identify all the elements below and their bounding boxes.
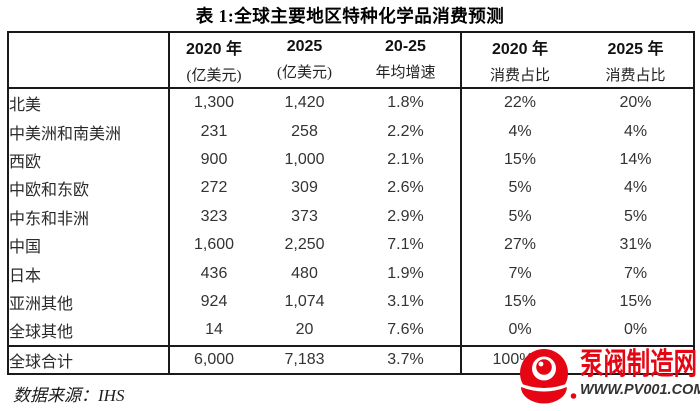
cell-2020: 6,000 <box>169 344 258 374</box>
table-row: 中东和非洲 323 373 2.9% 5% 5% <box>8 202 694 231</box>
cell-2020: 924 <box>200 292 228 310</box>
header-2020-usd: 2020 年 (亿美元) <box>169 32 258 89</box>
cell-cagr: 7.1% <box>351 230 462 260</box>
table-row: 北美 1,300 1,420 1.8% 22% 20% <box>8 88 694 118</box>
cell-2020: 1,600 <box>193 236 235 254</box>
cell-region: 中东和非洲 <box>8 202 170 231</box>
cell-region: 中美洲和南美洲 <box>8 117 170 146</box>
cell-2025: 20 <box>295 321 314 339</box>
cell-share-2020: 7% <box>508 264 532 282</box>
table-row: 中欧和东欧 272 309 2.6% 5% 4% <box>8 174 694 203</box>
cell-2025: 373 <box>291 207 318 225</box>
cell-2025: 7,183 <box>258 344 351 374</box>
cell-cagr: 3.7% <box>351 344 462 374</box>
cell-share-2020: 15% <box>503 150 537 168</box>
cell-2020: 1,300 <box>193 94 235 112</box>
cell-region: 北美 <box>8 88 170 118</box>
cell-share-2025: 7% <box>623 264 648 282</box>
cell-share-2020: 0% <box>508 321 532 339</box>
cell-share-2025: 20% <box>619 94 652 112</box>
cell-share-2025: 0% <box>623 321 648 339</box>
cell-cagr: 2.9% <box>351 202 462 231</box>
cell-region: 西欧 <box>8 145 170 175</box>
cell-share-2025: 4% <box>623 122 648 140</box>
header-cagr: 20-25 年均增速 <box>351 32 462 89</box>
cell-2025: 1,000 <box>284 150 325 168</box>
cell-2025: 258 <box>291 122 318 140</box>
cell-2020: 436 <box>200 264 228 282</box>
header-2025-share: 2025 年消费占比 <box>578 32 694 89</box>
table-row: 全球其他 14 20 7.6% 0% 0% <box>8 316 694 346</box>
cell-share-2025: 14% <box>619 150 652 168</box>
cell-2025: 1,420 <box>284 94 325 112</box>
header-row: 2020 年 (亿美元) 2025 (亿美元) 20-25 年均增速 2020 年消费… <box>8 32 694 89</box>
page-title: 表 1:全球主要地区特种化学品消费预测 <box>195 6 505 26</box>
cell-cagr: 2.2% <box>351 117 462 146</box>
cell-region: 中欧和东欧 <box>8 174 170 203</box>
cell-region: 全球合计 <box>8 344 170 374</box>
cell-2020: 231 <box>200 122 228 140</box>
cell-2025: 309 <box>291 179 318 197</box>
table-row: 中美洲和南美洲 231 258 2.2% 4% 4% <box>8 117 694 146</box>
cell-cagr: 1.9% <box>351 259 462 288</box>
forecast-table: 2020 年 (亿美元) 2025 (亿美元) 20-25 年均增速 2020 年消费… <box>7 31 695 375</box>
cell-cagr: 3.1% <box>351 287 462 317</box>
cell-cagr: 7.6% <box>351 316 462 346</box>
total-row: 全球合计 6,000 7,183 3.7% 100% <box>8 344 694 374</box>
header-2025-usd: 2025 (亿美元) <box>258 32 351 89</box>
cell-share-2025: 31% <box>619 236 652 254</box>
cell-2025: 2,250 <box>284 236 325 254</box>
cell-share-2025: 15% <box>619 292 652 310</box>
data-source-note: 数据来源：IHS <box>13 386 125 405</box>
table-row: 西欧 900 1,000 2.1% 15% 14% <box>8 145 694 175</box>
cell-share-2025 <box>578 344 694 374</box>
table-row: 中国 1,600 2,250 7.1% 27% 31% <box>8 230 694 260</box>
cell-share-2020: 5% <box>508 207 532 225</box>
watermark-url: WWW.PV001.COM <box>580 382 700 398</box>
cell-region: 亚洲其他 <box>8 287 170 317</box>
cell-region: 中国 <box>8 230 170 260</box>
cell-cagr: 2.6% <box>351 174 462 203</box>
header-2020-share: 2020 年消费占比 <box>461 32 578 89</box>
cell-share-2020: 27% <box>503 236 537 254</box>
table-row: 日本 436 480 1.9% 7% 7% <box>8 259 694 288</box>
cell-2025: 1,074 <box>284 292 325 310</box>
cell-share-2020: 4% <box>508 122 532 140</box>
cell-region: 日本 <box>8 259 170 288</box>
cell-share-2025: 5% <box>623 207 648 225</box>
cell-2020: 14 <box>205 321 223 339</box>
header-region <box>8 32 170 89</box>
cell-region: 全球其他 <box>8 316 170 346</box>
cell-share-2020: 22% <box>503 94 537 112</box>
cell-share-2020: 100% <box>461 344 578 374</box>
cell-cagr: 2.1% <box>351 145 462 175</box>
cell-cagr: 1.8% <box>351 88 462 118</box>
cell-share-2020: 15% <box>503 292 537 310</box>
cell-share-2020: 5% <box>508 179 532 197</box>
cell-share-2025: 4% <box>623 179 648 197</box>
cell-2025: 480 <box>291 264 318 282</box>
cell-2020: 323 <box>200 207 228 225</box>
cell-2020: 272 <box>200 179 228 197</box>
cell-2020: 900 <box>200 150 228 168</box>
table-row: 亚洲其他 924 1,074 3.1% 15% 15% <box>8 287 694 317</box>
